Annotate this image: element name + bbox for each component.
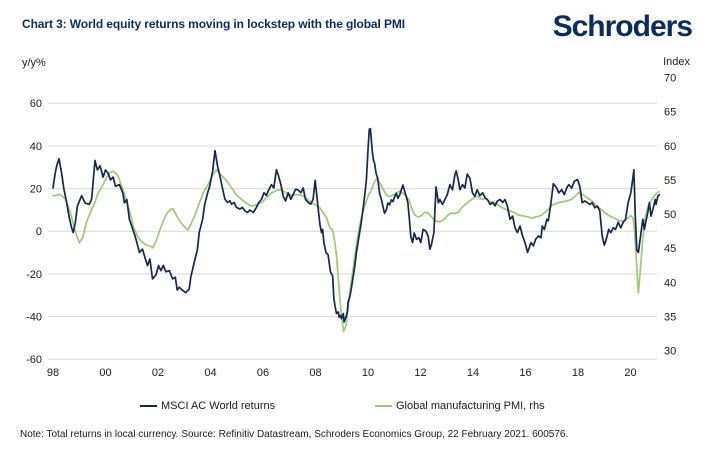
svg-text:60: 60 xyxy=(30,98,42,110)
svg-text:20: 20 xyxy=(30,183,42,195)
svg-text:70: 70 xyxy=(664,73,676,85)
svg-text:55: 55 xyxy=(664,175,676,187)
svg-text:98: 98 xyxy=(47,367,59,379)
svg-text:35: 35 xyxy=(664,311,676,323)
svg-text:40: 40 xyxy=(30,141,42,153)
svg-text:50: 50 xyxy=(664,209,676,221)
legend-item-msci: MSCI AC World returns xyxy=(140,400,275,412)
svg-text:00: 00 xyxy=(99,367,111,379)
svg-text:12: 12 xyxy=(414,367,426,379)
svg-text:45: 45 xyxy=(664,243,676,255)
source-note: Note: Total returns in local currency. S… xyxy=(20,429,569,440)
svg-text:10: 10 xyxy=(362,367,374,379)
svg-text:06: 06 xyxy=(257,367,269,379)
svg-text:20: 20 xyxy=(624,367,636,379)
schroders-logo: Schroders xyxy=(552,10,693,43)
svg-text:08: 08 xyxy=(309,367,321,379)
svg-text:-20: -20 xyxy=(26,269,42,281)
right-axis-unit-label: Index xyxy=(663,56,690,68)
svg-text:40: 40 xyxy=(664,277,676,289)
svg-text:16: 16 xyxy=(519,367,531,379)
svg-text:14: 14 xyxy=(467,367,479,379)
chart-title: Chart 3: World equity returns moving in … xyxy=(22,17,406,31)
svg-text:-40: -40 xyxy=(26,311,42,323)
svg-text:65: 65 xyxy=(664,107,676,119)
left-axis-unit-label: y/y% xyxy=(22,57,46,69)
svg-text:04: 04 xyxy=(204,367,216,379)
legend-label-pmi: Global manufacturing PMI, rhs xyxy=(396,400,545,412)
svg-text:0: 0 xyxy=(36,226,42,238)
svg-text:02: 02 xyxy=(152,367,164,379)
svg-text:30: 30 xyxy=(664,346,676,358)
svg-text:60: 60 xyxy=(664,141,676,153)
svg-text:-60: -60 xyxy=(26,354,42,366)
legend-label-msci: MSCI AC World returns xyxy=(161,400,276,412)
svg-text:18: 18 xyxy=(572,367,584,379)
pmi-line-swatch xyxy=(375,404,392,408)
legend-item-pmi: Global manufacturing PMI, rhs xyxy=(375,400,545,412)
msci-line-swatch xyxy=(140,404,157,408)
